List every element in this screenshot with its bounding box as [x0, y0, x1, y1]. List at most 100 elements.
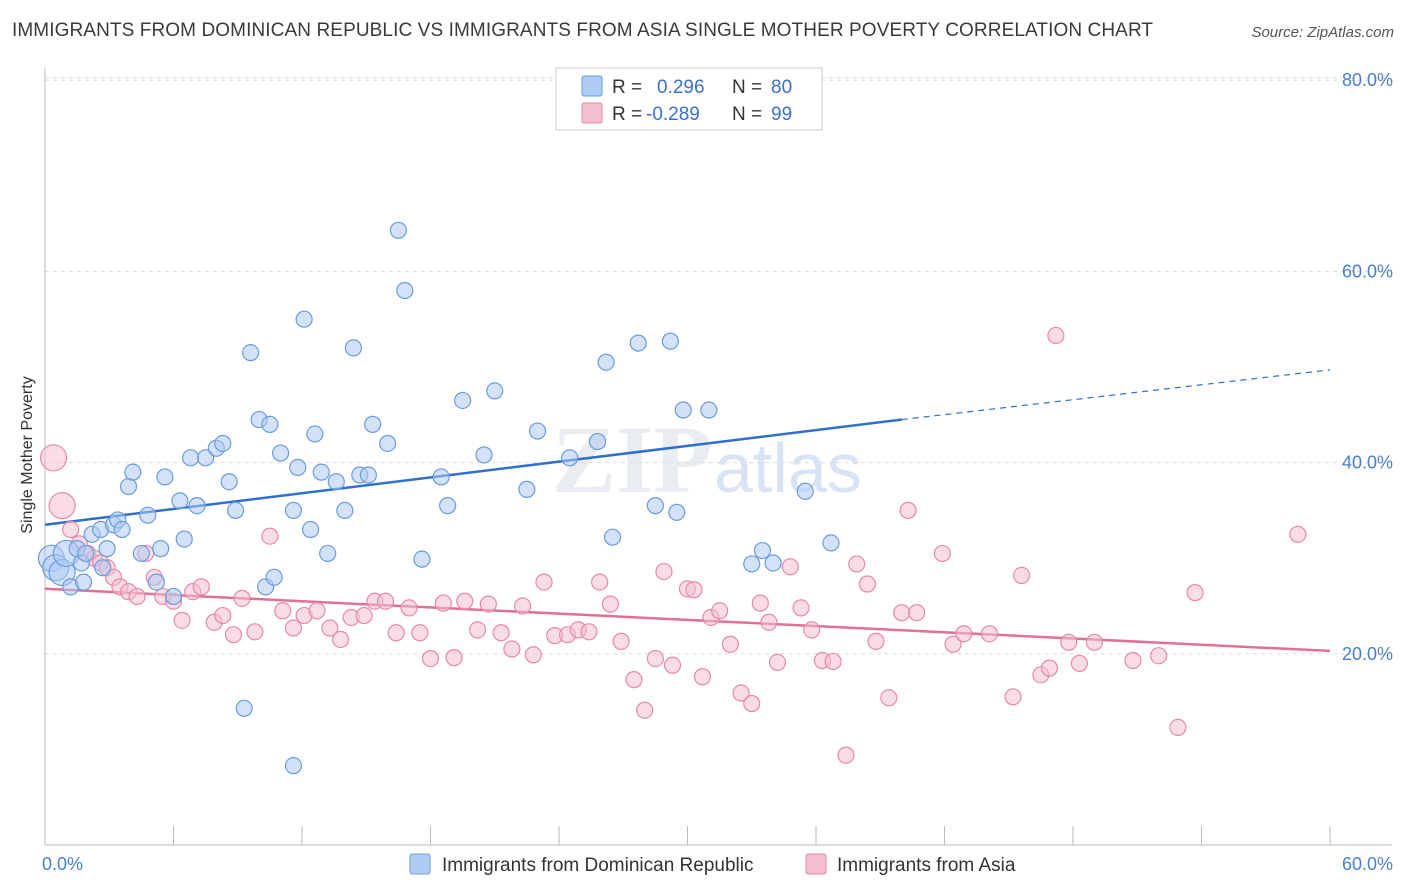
data-point: [456, 592, 474, 610]
data-point: [319, 544, 337, 563]
y-tick-label: 60.0%: [1342, 261, 1393, 281]
data-point: [469, 621, 487, 639]
data-point: [301, 520, 320, 539]
data-point: [1012, 566, 1031, 585]
data-point: [1060, 633, 1078, 651]
data-point: [685, 581, 703, 599]
data-point: [411, 624, 429, 642]
data-point: [803, 621, 821, 639]
data-point: [224, 626, 243, 644]
bottom-legend-swatch-asia: [805, 853, 827, 875]
data-point: [711, 602, 729, 620]
data-point: [364, 415, 382, 433]
data-point: [655, 562, 673, 581]
data-point: [98, 540, 116, 558]
data-point: [1186, 584, 1204, 602]
data-point: [306, 425, 324, 443]
legend-r-value-asia: -0.289: [646, 104, 700, 125]
data-point: [486, 382, 504, 400]
x-tick-label: 0.0%: [42, 854, 83, 874]
data-point: [197, 449, 215, 467]
data-point: [284, 757, 303, 775]
trend-line-dominican: [44, 369, 1331, 526]
data-point: [355, 606, 373, 625]
legend-box: R = 0.296 N = 80 R = -0.289 N = 99: [555, 67, 823, 131]
data-point: [220, 473, 238, 491]
data-point: [113, 520, 131, 539]
data-point: [445, 649, 463, 667]
data-point: [271, 444, 290, 462]
data-point: [274, 602, 292, 620]
data-point: [77, 544, 95, 563]
data-point: [1289, 525, 1307, 543]
data-point: [528, 422, 547, 440]
data-point: [265, 568, 283, 586]
data-point: [732, 684, 750, 702]
data-point: [147, 573, 165, 591]
data-point: [359, 466, 377, 484]
data-point: [188, 497, 206, 515]
y-tick-labels: 20.0% 40.0% 60.0% 80.0%: [1342, 70, 1393, 664]
data-point: [175, 530, 193, 548]
data-point: [413, 550, 431, 568]
data-point: [524, 646, 542, 664]
legend-n-label-asia: N =: [732, 104, 762, 125]
data-point: [119, 477, 138, 496]
data-point: [743, 694, 761, 713]
data-point: [1124, 651, 1142, 670]
data-point: [1150, 647, 1168, 665]
data-point: [1085, 633, 1104, 651]
data-point: [479, 595, 497, 613]
data-point: [171, 492, 189, 510]
data-point: [580, 623, 598, 641]
data-point: [331, 630, 350, 649]
data-point: [308, 602, 326, 620]
data-point: [173, 611, 191, 629]
data-point: [192, 578, 210, 596]
data-point: [636, 701, 654, 719]
data-point: [246, 623, 264, 641]
legend-r-value-dominican: 0.296: [657, 77, 705, 98]
points-asia: [39, 326, 1307, 764]
data-point: [295, 310, 313, 328]
data-point: [561, 449, 579, 467]
x-tick-label: 60.0%: [1342, 854, 1393, 874]
y-tick-label: 20.0%: [1342, 644, 1393, 664]
chart-title: IMMIGRANTS FROM DOMINICAN REPUBLIC VS IM…: [12, 20, 1154, 41]
data-point: [700, 401, 718, 419]
data-point: [124, 463, 142, 481]
data-point: [327, 473, 345, 491]
watermark-atlas: atlas: [714, 429, 862, 507]
trend-line-solid: [44, 418, 902, 526]
bottom-legend-label-asia: Immigrants from Asia: [837, 855, 1016, 876]
data-point: [432, 468, 450, 486]
legend-n-value-dominican: 80: [771, 77, 792, 98]
data-point: [753, 541, 772, 560]
data-point: [336, 501, 354, 519]
x-tick-labels: 0.0% 60.0%: [42, 854, 1393, 874]
legend-swatch-dominican: [581, 75, 603, 97]
data-point: [396, 281, 414, 300]
data-point: [824, 652, 842, 671]
data-point: [944, 635, 962, 653]
data-point: [503, 640, 521, 658]
data-point: [1040, 659, 1059, 677]
data-point: [94, 559, 112, 577]
data-point: [62, 520, 80, 539]
data-point: [518, 480, 536, 498]
data-point: [588, 432, 607, 451]
data-point: [867, 632, 885, 650]
data-point: [743, 555, 761, 573]
data-point: [535, 573, 553, 591]
data-point: [513, 597, 532, 615]
trend-line-asia: [44, 587, 1331, 653]
data-point: [1169, 718, 1187, 737]
data-point: [597, 353, 615, 371]
data-point: [822, 534, 840, 552]
legend-r-label-dominican: R =: [612, 77, 642, 98]
data-point: [492, 624, 510, 642]
data-point: [646, 649, 664, 668]
data-point: [439, 497, 457, 515]
data-point: [389, 221, 407, 239]
